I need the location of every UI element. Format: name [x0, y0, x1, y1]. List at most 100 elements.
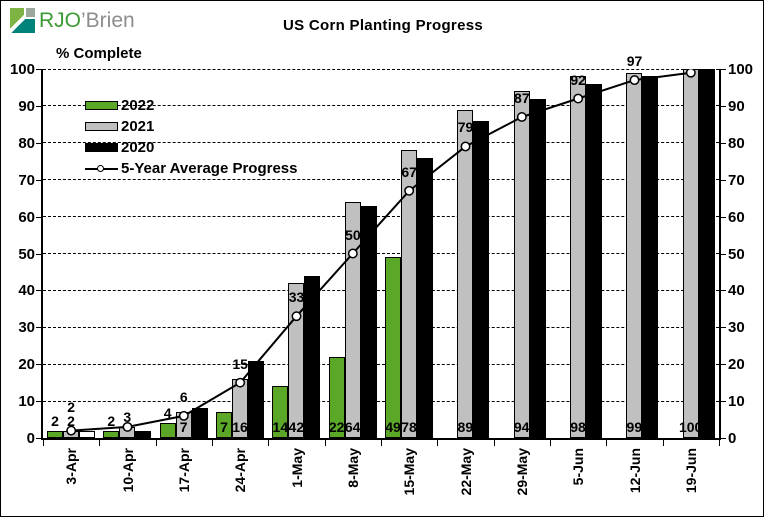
- legend-item-2021: 2021: [85, 116, 298, 137]
- label-avg-1-May: 33: [288, 289, 305, 306]
- gridline-20: [43, 363, 719, 365]
- legend: 2022 2021 2020 5-Year Average Progress: [85, 95, 298, 179]
- bar-2020-29-May: [529, 98, 546, 438]
- x-tick-9: [550, 440, 551, 446]
- y-tick-right-80: [721, 142, 726, 144]
- label-2021-19-Jun: 100: [678, 419, 703, 435]
- gridline-50: [43, 253, 719, 254]
- x-axis: [41, 438, 721, 440]
- y-tick-right-60: [721, 216, 726, 218]
- gridline-40: [43, 289, 719, 291]
- bar-2021-3-Apr: [63, 430, 79, 438]
- label-avg-8-May: 50: [345, 226, 361, 243]
- y-axis-title: % Complete: [56, 45, 142, 62]
- y-tick-label-left-10: 10: [18, 393, 35, 411]
- y-tick-label-right-80: 80: [728, 134, 745, 152]
- logo-text-primary: RJO: [39, 8, 81, 32]
- label-2021-17-Apr: 7: [179, 419, 188, 435]
- y-tick-label-right-20: 20: [728, 356, 745, 374]
- logo-text: RJO’Brien: [39, 9, 135, 33]
- y-tick-label-right-100: 100: [728, 61, 754, 78]
- gridline-70: [43, 179, 719, 181]
- y-tick-left-90: [36, 105, 41, 107]
- bar-2020-19-Jun: [698, 69, 715, 438]
- bar-2021-12-Jun: [626, 72, 643, 438]
- x-label-10-Apr: 10-Apr: [119, 448, 136, 493]
- bar-2020-15-May: [417, 157, 433, 438]
- y-tick-label-right-0: 0: [728, 430, 737, 447]
- y-tick-label-right-90: 90: [728, 97, 745, 115]
- legend-swatch-2022: [85, 101, 118, 110]
- y-tick-left-10: [36, 401, 41, 403]
- x-label-22-May: 22-May: [457, 448, 474, 496]
- bar-2020-10-Apr: [135, 430, 152, 438]
- legend-item-5-year-average-progress: 5-Year Average Progress: [85, 158, 298, 179]
- bar-2022-3-Apr: [47, 430, 63, 438]
- bar-2020-5-Jun: [586, 83, 602, 438]
- y-tick-left-50: [36, 253, 41, 255]
- x-tick-4: [268, 440, 270, 446]
- legend-label: 5-Year Average Progress: [121, 160, 298, 177]
- x-tick-8: [493, 440, 495, 446]
- y-axis-right: [719, 69, 721, 440]
- y-tick-right-10: [721, 401, 726, 403]
- label-avg-24-Apr: 15: [232, 355, 248, 372]
- bar-2021-22-May: [457, 109, 474, 438]
- y-tick-label-left-80: 80: [18, 134, 35, 152]
- y-tick-label-right-40: 40: [728, 282, 745, 300]
- y-tick-label-left-70: 70: [18, 171, 35, 189]
- y-tick-label-left-40: 40: [18, 282, 35, 300]
- label-2021-24-Apr: 16: [232, 419, 248, 435]
- bar-2022-10-Apr: [103, 430, 120, 438]
- gridline-100: [43, 68, 719, 70]
- legend-item-2022: 2022: [85, 95, 298, 116]
- y-tick-label-right-30: 30: [728, 319, 745, 337]
- label-avg-17-Apr: 6: [179, 388, 188, 405]
- label-2021-29-May: 94: [513, 419, 530, 435]
- y-tick-right-30: [721, 327, 726, 329]
- x-tick-10: [606, 440, 608, 446]
- gridline-60: [43, 216, 719, 218]
- logo-text-secondary: ’Brien: [81, 8, 135, 32]
- y-tick-label-left-90: 90: [18, 97, 35, 115]
- y-tick-right-100: [721, 69, 726, 70]
- x-tick-2: [155, 440, 157, 446]
- y-tick-right-40: [721, 290, 726, 292]
- label-avg-3-Apr: 2: [67, 398, 76, 415]
- y-tick-left-40: [36, 290, 41, 292]
- y-tick-left-30: [36, 327, 41, 329]
- label-avg-29-May: 87: [514, 89, 530, 106]
- label-2021-10-Apr: 3: [123, 408, 132, 425]
- x-label-3-Apr: 3-Apr: [63, 448, 80, 485]
- logo: RJO’Brien: [10, 8, 135, 33]
- legend-label: 2021: [121, 118, 155, 135]
- y-tick-left-70: [36, 179, 41, 181]
- bar-2020-22-May: [473, 120, 490, 438]
- label-2021-15-May: 78: [401, 419, 417, 435]
- y-tick-label-left-100: 100: [9, 61, 35, 78]
- bar-2021-1-May: [288, 283, 305, 438]
- x-tick-6: [381, 440, 382, 446]
- y-tick-left-20: [36, 364, 41, 366]
- y-tick-right-0: [721, 438, 726, 439]
- bar-2021-15-May: [401, 150, 417, 438]
- y-tick-left-0: [36, 438, 41, 439]
- label-avg-15-May: 67: [401, 163, 417, 180]
- legend-swatch-2020: [85, 143, 118, 152]
- label-2022-3-Apr: 2: [51, 412, 59, 429]
- y-tick-right-70: [721, 179, 726, 181]
- bar-2021-10-Apr: [119, 426, 136, 438]
- y-tick-label-right-50: 50: [728, 245, 745, 263]
- y-tick-right-90: [721, 105, 726, 107]
- x-tick-5: [324, 440, 326, 446]
- label-2021-12-Jun: 99: [626, 419, 643, 435]
- x-tick-7: [437, 440, 439, 446]
- chart-title: US Corn Planting Progress: [282, 17, 484, 34]
- bar-2021-19-Jun: [682, 69, 699, 438]
- bar-2022-15-May: [385, 257, 401, 438]
- y-tick-left-80: [36, 142, 41, 144]
- x-label-24-Apr: 24-Apr: [232, 448, 249, 493]
- y-tick-label-left-60: 60: [18, 208, 35, 226]
- label-2021-5-Jun: 98: [570, 419, 586, 435]
